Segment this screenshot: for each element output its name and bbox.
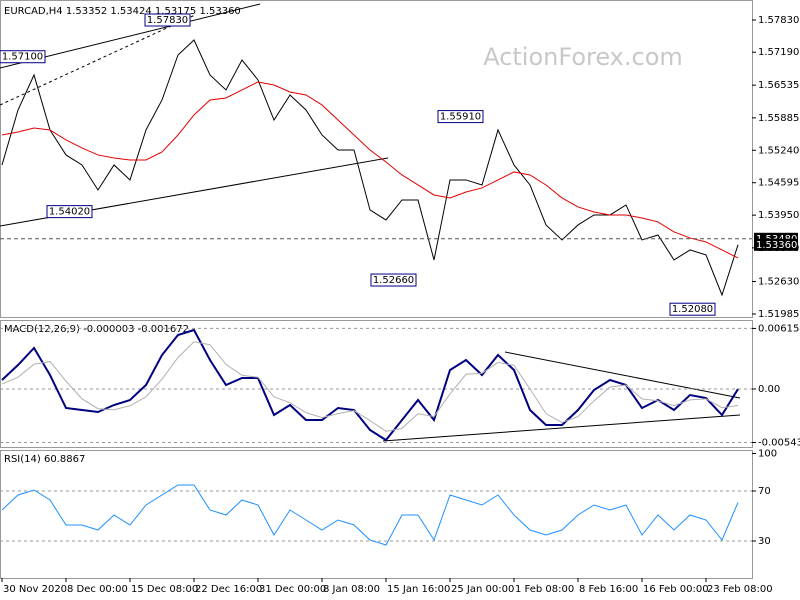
series-line [1, 81, 739, 259]
chart-title: RSI(14) 60.8867 [4, 454, 85, 465]
y-tick-label: 0.00 [758, 384, 780, 395]
annotation-box [144, 13, 191, 27]
annotation-box [0, 50, 46, 64]
y-tick-label: 30 [758, 536, 771, 547]
y-tick-label: 0.006154 [758, 323, 800, 334]
y-tick-label: 1.54595 [758, 178, 799, 189]
trendline [382, 414, 741, 442]
x-tick-label: 15 Jan 16:00 [387, 584, 450, 595]
x-tick-label: 22 Dec 16:00 [195, 584, 262, 595]
macd-panel [0, 320, 753, 448]
price-panel [0, 0, 753, 318]
series-line [1, 328, 739, 442]
series-line [1, 341, 739, 432]
x-tick-label: 30 Nov 2020 [3, 584, 67, 595]
annotation-label: 1.55910 [440, 112, 481, 123]
x-tick-label: 16 Feb 00:00 [643, 584, 709, 595]
series-line [1, 39, 739, 297]
annotation-label: 1.57830 [147, 15, 188, 26]
x-tick-label: 31 Dec 00:00 [259, 584, 326, 595]
y-tick-label: 1.57190 [758, 47, 799, 58]
trendline [504, 351, 741, 399]
chart-title: MACD(12,26,9) -0.000003 -0.001672 [4, 324, 189, 335]
x-tick-label: 15 Dec 08:00 [131, 584, 198, 595]
watermark: ActionForex.com [483, 43, 683, 71]
annotation-label: 1.57100 [2, 52, 43, 63]
price-label: 1.53360 [756, 240, 797, 251]
price-label-box [754, 238, 798, 251]
y-tick-label: 1.53950 [758, 210, 799, 221]
x-tick-label: 1 Feb 08:00 [515, 584, 574, 595]
y-tick-label: 1.51985 [758, 309, 799, 320]
y-tick-label: 1.52630 [758, 277, 799, 288]
y-tick-label: 1.55240 [758, 145, 799, 156]
annotation-box [437, 110, 484, 124]
annotation-box [669, 302, 716, 316]
x-tick-label: 8 Jan 08:00 [323, 584, 380, 595]
x-tick-label: 8 Feb 16:00 [579, 584, 638, 595]
y-tick-label: 1.55885 [758, 113, 799, 124]
y-tick-label: 70 [758, 486, 771, 497]
annotation-label: 1.52660 [373, 275, 414, 286]
annotation-label: 1.52080 [672, 304, 713, 315]
rsi-panel [0, 450, 753, 579]
chart-title: EURCAD,H4 1.53352 1.53424 1.53175 1.5336… [4, 6, 241, 17]
x-tick-label: 8 Dec 00:00 [67, 584, 128, 595]
y-tick-label: -0.005434 [758, 438, 800, 449]
series-line [1, 484, 739, 546]
x-tick-label: 25 Jan 00:00 [451, 584, 514, 595]
y-tick-label: 100 [758, 449, 777, 460]
y-tick-label: 1.57830 [758, 15, 799, 26]
annotation-label: 1.54020 [49, 207, 90, 218]
x-tick-label: 23 Feb 08:00 [707, 584, 773, 595]
annotation-box [370, 273, 417, 287]
y-tick-label: 1.56535 [758, 80, 799, 91]
annotation-box [46, 205, 93, 219]
